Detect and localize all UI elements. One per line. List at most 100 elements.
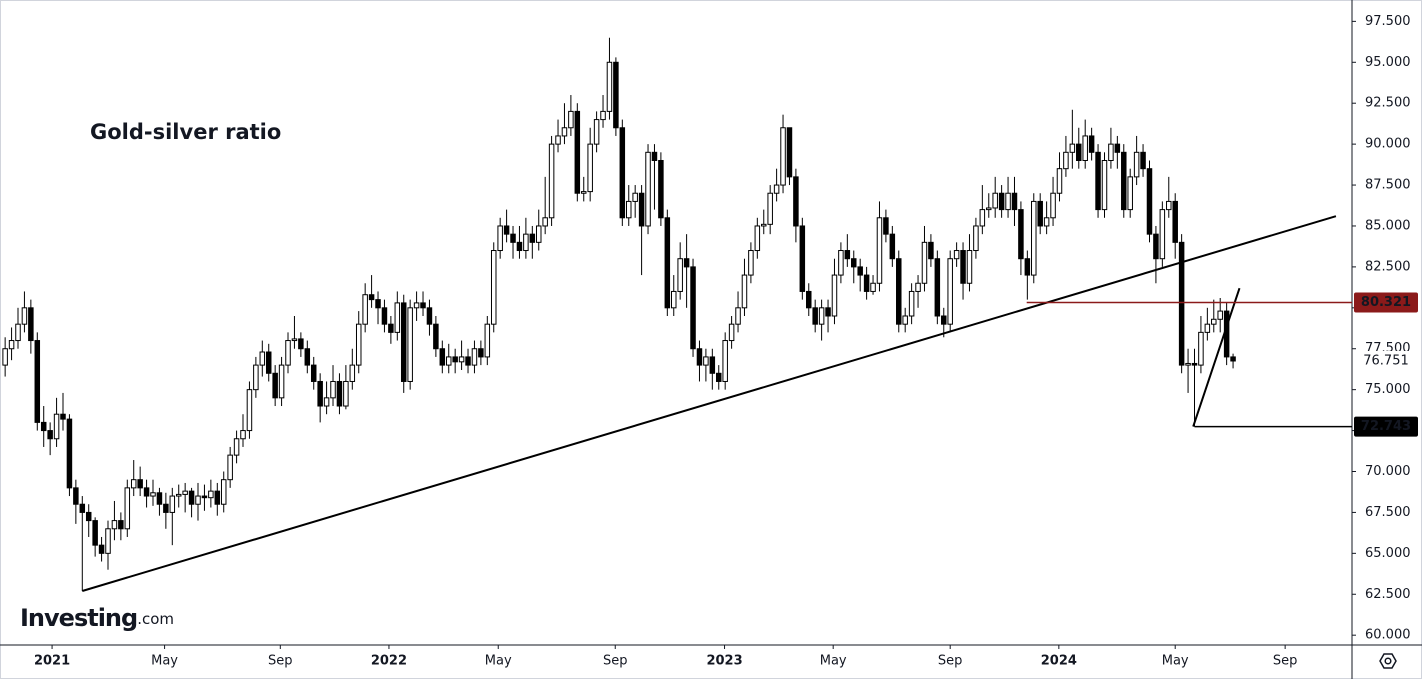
candle-body [645, 151, 651, 227]
candle-body [124, 487, 131, 530]
candle-body [812, 307, 818, 325]
candle-body [1172, 200, 1178, 243]
candle-body [523, 233, 529, 252]
candle-body [478, 348, 484, 358]
candle-body [818, 307, 825, 325]
candle-body [683, 258, 690, 268]
candle-body [497, 225, 503, 252]
candle-body [298, 338, 304, 350]
candle-body [169, 495, 176, 513]
logo-name: Investing [20, 604, 137, 632]
candle-body [1166, 200, 1172, 211]
candle-body [53, 413, 60, 440]
candle-body [503, 225, 510, 235]
settings-button[interactable] [1379, 653, 1397, 669]
candle-body [625, 200, 632, 219]
y-tick-label: 95.000 [1365, 55, 1411, 70]
logo-suffix: .com [137, 610, 174, 628]
candle-body [703, 356, 709, 366]
candle-body [561, 127, 568, 137]
candle-body [1024, 258, 1031, 276]
candle-body [516, 241, 523, 252]
candle-body [1018, 209, 1024, 260]
candle-body [651, 151, 658, 161]
candle-body [574, 110, 581, 194]
candle-body [587, 143, 593, 193]
candle-body [786, 127, 793, 178]
x-tick-label: Sep [1273, 654, 1298, 669]
candle-body [896, 258, 902, 325]
x-tick-label: Sep [268, 654, 293, 669]
candle-body [1159, 209, 1166, 260]
candle-body [246, 389, 253, 432]
y-tick-label: 62.500 [1365, 587, 1411, 602]
candle-body [1031, 200, 1037, 276]
candle-body [465, 356, 471, 366]
candle-body [851, 258, 857, 268]
candle-body [240, 430, 246, 440]
y-tick-label: 65.000 [1365, 546, 1411, 561]
candle-body [1108, 143, 1114, 161]
candle-body [613, 61, 619, 129]
candle-body [381, 307, 388, 325]
candle-body [285, 340, 291, 366]
candle-body [632, 192, 638, 202]
candle-body [998, 192, 1005, 211]
candle-body [92, 520, 98, 546]
candle-body [1230, 356, 1236, 362]
y-tick-label: 82.500 [1365, 259, 1411, 274]
candle-body [73, 487, 79, 505]
x-tick-label: Sep [603, 654, 628, 669]
y-tick-label: 97.500 [1365, 14, 1411, 29]
candle-body [754, 225, 761, 252]
candle-body [709, 356, 716, 374]
candle-body [889, 233, 896, 260]
y-tick-label: 90.000 [1365, 137, 1411, 152]
candle-body [1185, 362, 1191, 366]
candle-body [291, 338, 298, 342]
candle-body [66, 418, 73, 489]
y-tick-label: 75.000 [1365, 382, 1411, 397]
candle-body [799, 225, 806, 292]
candle-body [690, 266, 696, 350]
candle-body [921, 241, 928, 284]
candle-body [28, 307, 34, 342]
candle-body [1037, 200, 1043, 227]
candle-body [510, 233, 516, 243]
candle-body [857, 266, 863, 276]
candle-body [542, 217, 548, 227]
candle-body [233, 438, 240, 456]
candle-body [433, 323, 439, 350]
candle-body [1005, 192, 1011, 211]
candle-body [1127, 176, 1133, 211]
candle-body [915, 282, 921, 292]
candle-body [330, 380, 336, 399]
candle-body [908, 290, 915, 317]
candle-body [1050, 192, 1056, 219]
candle-body [1121, 151, 1127, 211]
candle-body [831, 274, 838, 317]
candle-body [426, 307, 433, 325]
axes: 60.00062.50065.00067.50070.00072.50075.0… [34, 14, 1418, 669]
level-label-box [1354, 292, 1418, 313]
candle-body [490, 250, 497, 325]
trendline [82, 215, 1337, 592]
last-price-label: 76.751 [1363, 353, 1409, 368]
candle-body [21, 307, 28, 325]
candle-body [529, 233, 536, 243]
candle-body [728, 323, 735, 342]
candle-body [658, 159, 664, 219]
candle-body [1211, 318, 1217, 325]
y-tick-label: 92.500 [1365, 96, 1411, 111]
chart-title: Gold-silver ratio [90, 120, 281, 144]
candle-body [420, 302, 426, 309]
candle-body [394, 302, 401, 333]
candle-body [111, 520, 118, 530]
candle-body [870, 282, 876, 292]
candle-body [780, 127, 786, 186]
x-tick-label: May [485, 654, 512, 669]
level-label-box [1354, 416, 1418, 437]
candle-body [1082, 135, 1088, 161]
candle-body [458, 356, 465, 363]
